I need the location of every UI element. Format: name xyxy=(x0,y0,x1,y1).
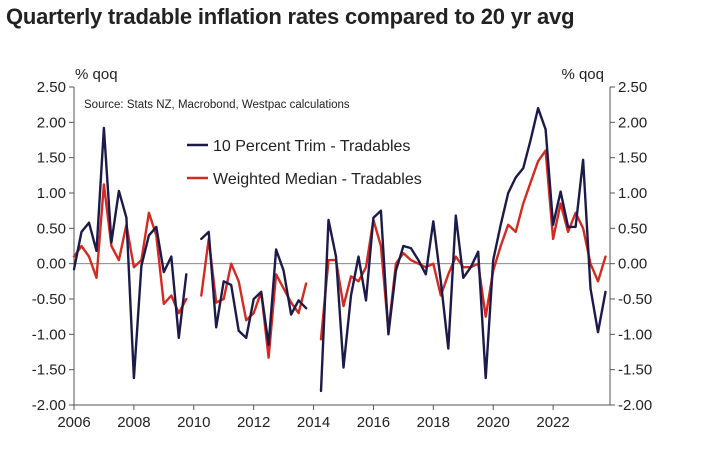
y-tick-label-right: -1.00 xyxy=(618,326,652,343)
y-tick-label-right: 1.00 xyxy=(618,185,647,202)
axes: 2.50 2.50 2.00 2.00 1.50 1.50 1.00 1.00 0.50 0.50… xyxy=(32,79,652,431)
y-tick-label-left: 0.50 xyxy=(37,220,66,237)
y-tick-label-right: 2.50 xyxy=(618,79,647,96)
x-tick-label: 2020 xyxy=(477,414,510,431)
y-tick-label-left: 1.00 xyxy=(37,185,66,202)
y-tick-label-right: -2.00 xyxy=(618,397,652,414)
legend: 10 Percent Trim - Tradables Weighted Medi… xyxy=(187,138,422,188)
y-tick-label-left: -1.00 xyxy=(32,326,66,343)
y-tick-label-left: -1.50 xyxy=(32,362,66,379)
legend-label: Weighted Median - Tradables xyxy=(213,171,422,188)
y-tick-label-left: 0.00 xyxy=(37,256,66,273)
x-tick-label: 2016 xyxy=(357,414,390,431)
y-tick-label-right: 1.50 xyxy=(618,150,647,167)
left-axis-unit: % qoq xyxy=(75,66,118,83)
legend-label: 10 Percent Trim - Tradables xyxy=(213,138,410,155)
x-tick-label: 2018 xyxy=(417,414,450,431)
series-line-10-percent-trim xyxy=(72,107,607,393)
y-tick-label-right: 0.00 xyxy=(618,256,647,273)
y-tick-label-left: 2.00 xyxy=(37,114,66,131)
y-tick-label-right: -1.50 xyxy=(618,362,652,379)
x-tick-label: 2022 xyxy=(536,414,569,431)
y-tick-label-right: 2.00 xyxy=(618,114,647,131)
plot-area xyxy=(72,107,607,393)
chart-title: Quarterly tradable inflation rates compa… xyxy=(6,4,575,29)
x-tick-label: 2006 xyxy=(57,414,90,431)
y-tick-label-left: -0.50 xyxy=(32,291,66,308)
x-tick-label: 2010 xyxy=(177,414,210,431)
x-tick-label: 2012 xyxy=(237,414,270,431)
right-axis-unit: % qoq xyxy=(561,66,604,83)
y-tick-label-left: 1.50 xyxy=(37,150,66,167)
x-tick-label: 2008 xyxy=(117,414,150,431)
y-tick-label-left: -2.00 xyxy=(32,397,66,414)
source-note: Source: Stats NZ, Macrobond, Westpac cal… xyxy=(84,99,350,111)
x-tick-label: 2014 xyxy=(297,414,330,431)
y-tick-label-right: 0.50 xyxy=(618,220,647,237)
y-tick-label-left: 2.50 xyxy=(37,79,66,96)
y-tick-label-right: -0.50 xyxy=(618,291,652,308)
